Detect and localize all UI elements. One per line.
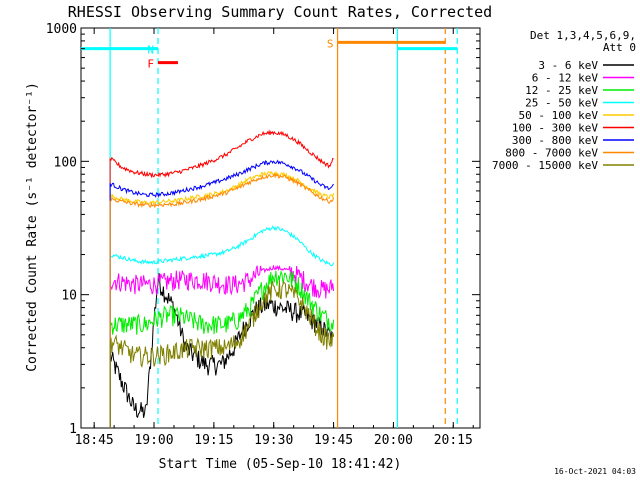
series-line-6 bbox=[109, 159, 334, 428]
x-axis-ticks: 18:45 19:00 19:15 19:30 19:45 20:00 20:15 bbox=[75, 28, 474, 448]
legend-label-2: 12 - 25 keV bbox=[525, 84, 598, 97]
legend-label-7: 800 - 7000 keV bbox=[505, 147, 598, 160]
legend-label-0: 3 - 6 keV bbox=[538, 59, 598, 72]
series-line-7 bbox=[109, 171, 335, 428]
y-tick-label-0: 1 bbox=[69, 422, 77, 437]
y-axis-ticks: 1 10 100 1000 bbox=[46, 22, 480, 437]
series-line-0 bbox=[109, 273, 335, 428]
y-axis-label: Corrected Count Rate (s⁻¹ detector⁻¹) bbox=[25, 82, 40, 372]
series-line-3 bbox=[109, 225, 335, 428]
legend-label-8: 7000 - 15000 keV bbox=[492, 159, 598, 172]
series-line-8 bbox=[109, 280, 335, 428]
y-tick-label-3: 1000 bbox=[46, 22, 77, 37]
legend-label-6: 300 - 800 keV bbox=[512, 134, 598, 147]
y-tick-label-1: 10 bbox=[61, 289, 77, 304]
x-tick-label-6: 20:15 bbox=[434, 433, 473, 448]
legend-label-5: 100 - 300 keV bbox=[512, 122, 598, 135]
x-tick-label-1: 19:00 bbox=[134, 433, 173, 448]
legend-label-4: 50 - 100 keV bbox=[519, 109, 599, 122]
series-line-2 bbox=[109, 269, 335, 428]
legend-header-line-2: Att 0 bbox=[603, 41, 636, 54]
x-tick-label-3: 19:30 bbox=[254, 433, 293, 448]
chart-title: RHESSI Observing Summary Count Rates, Co… bbox=[68, 3, 492, 21]
x-tick-label-4: 19:45 bbox=[314, 433, 353, 448]
x-tick-label-2: 19:15 bbox=[194, 433, 233, 448]
legend-label-1: 6 - 12 keV bbox=[532, 72, 599, 85]
flag-label-3: S bbox=[327, 37, 334, 50]
flag-label-2: F bbox=[147, 58, 154, 71]
plot-area: NF S bbox=[80, 27, 481, 429]
x-axis-label: Start Time (05-Sep-10 18:41:42) bbox=[159, 457, 402, 472]
legend-header-line-1: Det 1,3,4,5,6,9, bbox=[530, 29, 636, 42]
series-line-5 bbox=[109, 129, 334, 428]
series-line-1 bbox=[109, 264, 335, 428]
legend-label-3: 25 - 50 keV bbox=[525, 97, 598, 110]
plot-frame bbox=[80, 27, 481, 429]
x-tick-label-5: 20:00 bbox=[374, 433, 413, 448]
x-tick-label-0: 18:45 bbox=[75, 433, 114, 448]
timestamp: 16-Oct-2021 04:03 bbox=[554, 467, 636, 476]
y-tick-label-2: 100 bbox=[54, 155, 77, 170]
flag-label-1: N bbox=[147, 44, 154, 57]
